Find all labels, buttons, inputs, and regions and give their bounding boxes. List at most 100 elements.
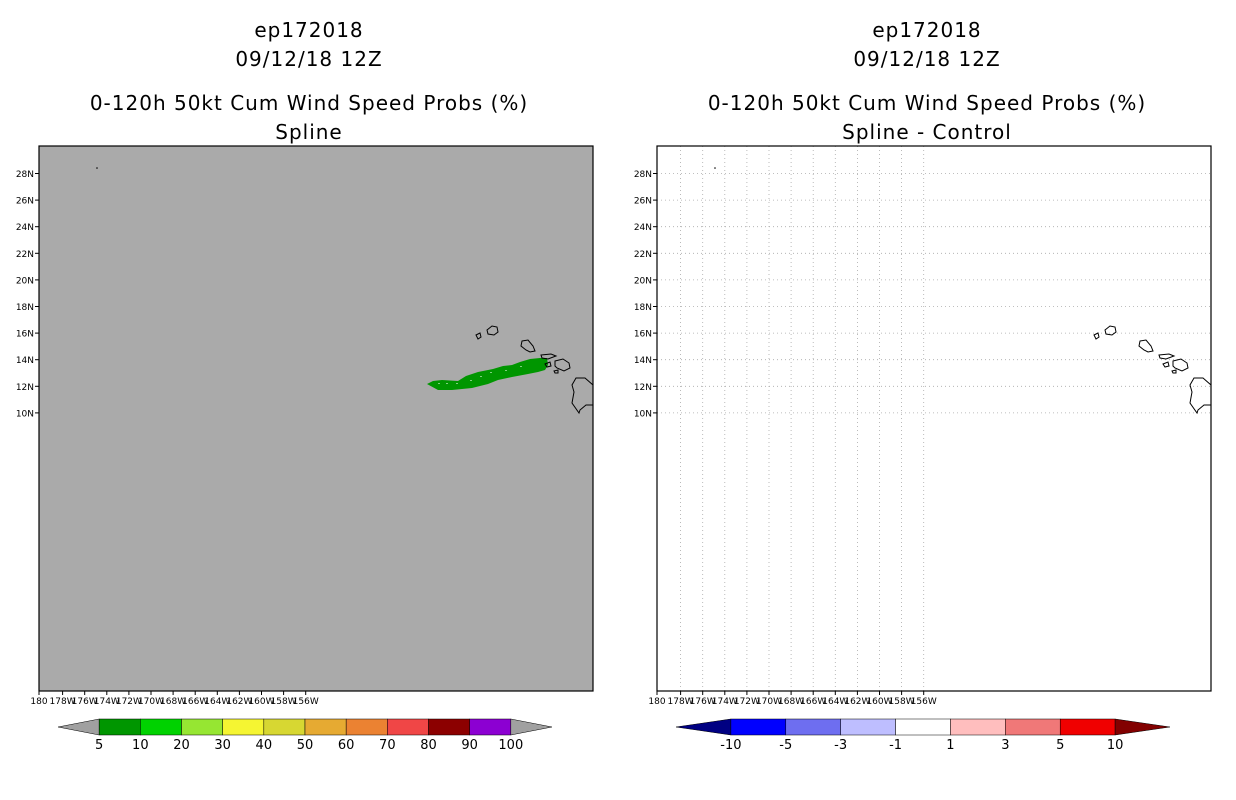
right-latitude-labels: 28N 26N 24N 22N 20N 18N 16N 14N 12N 10N <box>634 170 657 419</box>
colorbar-box <box>785 718 841 736</box>
colorbar-box <box>1059 718 1116 736</box>
colorbar-label: 10 <box>132 738 149 753</box>
lon-tick-label: 166W <box>182 697 208 707</box>
left-longitude-labels: 180 178W176W174W172W170W168W166W164W162W1… <box>30 691 319 707</box>
lat-tick-label: 18N <box>634 303 652 313</box>
colorbar-box <box>950 718 1006 736</box>
lat-tick-label: 10N <box>16 409 34 419</box>
lon-tick-label: 156W <box>293 697 319 707</box>
right-product-title: 0-120h 50kt Cum Wind Speed Probs (%) <box>707 91 1147 115</box>
lat-tick-label: 24N <box>16 223 34 233</box>
colorbar-label: 80 <box>420 738 437 753</box>
colorbar-label: 40 <box>256 738 273 753</box>
lon-tick-label: 180 <box>648 697 665 707</box>
left-coastlines <box>96 167 594 415</box>
lon-tick-label: 178W <box>50 697 76 707</box>
lon-tick-label: 164W <box>822 697 848 707</box>
lat-tick-label: 18N <box>16 303 34 313</box>
lat-tick-label: 10N <box>634 409 652 419</box>
lon-tick-label: 158W <box>889 697 915 707</box>
lon-tick-label: 172W <box>116 697 142 707</box>
lon-tick-label: 166W <box>800 697 826 707</box>
left-latitude-labels: 28N 26N 24N 22N 20N 18N 16N 14N 12N 10N <box>16 170 39 419</box>
islet-dot <box>714 167 716 169</box>
colorbar-label: 90 <box>461 738 478 753</box>
colorbar-box <box>469 718 512 736</box>
colorbar-label: 20 <box>173 738 190 753</box>
lon-tick-label: 176W <box>690 697 716 707</box>
hawaii-coast <box>1189 377 1212 415</box>
colorbar-label: -3 <box>834 738 847 753</box>
colorbar-box <box>840 718 896 736</box>
lat-tick-label: 20N <box>16 276 34 286</box>
lon-tick-label: 170W <box>138 697 164 707</box>
colorbar-box <box>304 718 347 736</box>
legend-left: 5 10 20 30 40 50 60 70 80 90 100 <box>57 718 553 753</box>
lat-tick-label: 20N <box>634 276 652 286</box>
colorbar-box <box>895 718 951 736</box>
colorbar-high-arrow <box>510 718 553 736</box>
lon-tick-label: 168W <box>778 697 804 707</box>
lat-tick-label: 16N <box>634 330 652 340</box>
right-longitude-labels: 180 178W176W174W172W170W168W166W164W162W1… <box>648 691 937 707</box>
lanai-coast <box>544 361 552 368</box>
lon-tick-label: 156W <box>911 697 937 707</box>
lon-tick-label: 178W <box>668 697 694 707</box>
lon-tick-label: 174W <box>712 697 738 707</box>
islet-dot <box>96 167 98 169</box>
colorbar-label: 60 <box>338 738 355 753</box>
right-coastlines <box>714 167 1212 415</box>
right-map-frame <box>656 145 1212 692</box>
lat-tick-label: 22N <box>16 250 34 260</box>
lon-tick-label: 170W <box>756 697 782 707</box>
colorbar-low-arrow <box>57 718 100 736</box>
colorbar-box <box>730 718 787 736</box>
kauai-coast <box>486 325 499 336</box>
probability-swath <box>427 358 548 390</box>
right-date: 09/12/18 12Z <box>853 47 1001 71</box>
colorbar-box <box>1005 718 1061 736</box>
lon-tick-label: 180 <box>30 697 47 707</box>
colorbar-label: -1 <box>889 738 902 753</box>
colorbar-box <box>222 718 265 736</box>
lat-tick-label: 26N <box>634 197 652 207</box>
molokai-coast <box>540 353 558 360</box>
lon-tick-label: 174W <box>94 697 120 707</box>
colorbar-label: -5 <box>779 738 792 753</box>
kahoolawe-coast <box>553 369 559 374</box>
colorbar-box <box>98 718 141 736</box>
kauai-coast <box>1104 325 1117 336</box>
lon-tick-label: 160W <box>248 697 274 707</box>
left-product-title: 0-120h 50kt Cum Wind Speed Probs (%) <box>89 91 529 115</box>
lat-tick-label: 22N <box>634 250 652 260</box>
lon-tick-label: 164W <box>204 697 230 707</box>
colorbar-label: 10 <box>1107 738 1124 753</box>
right-map-background <box>657 146 1211 691</box>
lon-tick-label: 158W <box>271 697 297 707</box>
colorbar-label: 50 <box>297 738 314 753</box>
colorbar-box <box>140 718 182 736</box>
lon-tick-label: 172W <box>734 697 760 707</box>
lon-tick-label: 160W <box>866 697 892 707</box>
maui-coast <box>1172 358 1189 372</box>
niihau-coast <box>475 332 482 340</box>
maui-coast <box>554 358 571 372</box>
right-grid <box>657 146 1211 691</box>
colorbar-label: 100 <box>498 738 523 753</box>
lat-tick-label: 14N <box>634 356 652 366</box>
colorbar-label: -10 <box>720 738 741 753</box>
lanai-coast <box>1162 361 1170 368</box>
lat-tick-label: 24N <box>634 223 652 233</box>
lat-tick-label: 28N <box>16 170 34 180</box>
right-storm-id: ep172018 <box>872 18 982 42</box>
colorbar-label: 5 <box>95 738 103 753</box>
colorbar-box <box>387 718 429 736</box>
lat-tick-label: 14N <box>16 356 34 366</box>
left-date: 09/12/18 12Z <box>235 47 383 71</box>
oahu-coast <box>520 339 536 353</box>
left-subtitle: Spline <box>275 120 343 144</box>
legend-right: -10 -5 -3 -1 1 3 5 10 <box>675 718 1171 753</box>
right-subtitle: Spline - Control <box>842 120 1012 144</box>
